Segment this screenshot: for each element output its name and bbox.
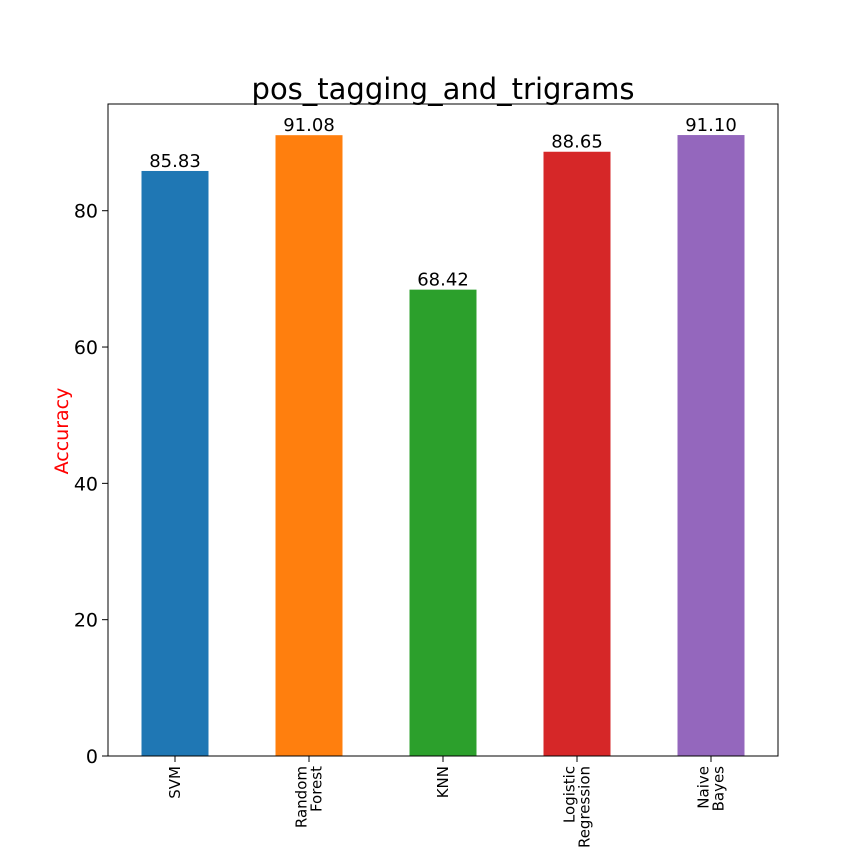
- x-tick-label: Forest: [308, 766, 326, 812]
- x-tick-label: Random: [293, 766, 311, 828]
- chart-title: pos_tagging_and_trigrams: [252, 72, 635, 106]
- data-label: 91.08: [283, 115, 335, 136]
- y-tick-label: 0: [86, 746, 98, 768]
- data-label: 88.65: [551, 132, 603, 153]
- x-tick-label: Bayes: [710, 766, 728, 812]
- y-tick-label: 80: [74, 201, 98, 223]
- data-label: 68.42: [417, 270, 469, 291]
- bar: [677, 135, 745, 757]
- x-tick-label: Logistic: [561, 766, 579, 823]
- y-tick-label: 20: [74, 610, 98, 632]
- x-tick-label: Regression: [576, 766, 594, 848]
- bar: [543, 151, 611, 757]
- y-axis-label: Accuracy: [51, 388, 73, 475]
- x-tick-label: SVM: [166, 766, 184, 799]
- x-tick-label: KNN: [434, 766, 452, 798]
- y-tick-label: 40: [74, 473, 98, 495]
- bar: [409, 289, 477, 756]
- plot-frame: [107, 103, 779, 757]
- bar: [275, 135, 343, 756]
- x-tick-label: Naive: [695, 766, 713, 809]
- data-label: 85.83: [149, 151, 201, 172]
- data-label: 91.10: [685, 115, 737, 136]
- y-tick-label: 60: [74, 337, 98, 359]
- bar: [141, 170, 209, 756]
